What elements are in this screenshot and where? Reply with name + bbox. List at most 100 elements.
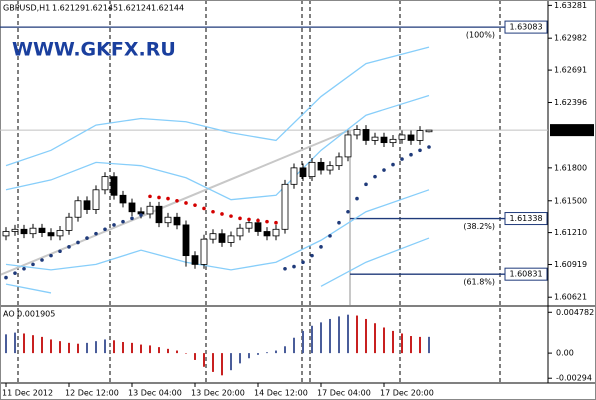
ao-bar	[104, 339, 106, 354]
ao-bar	[59, 341, 61, 354]
candle-body	[38, 227, 46, 233]
ao-bar	[194, 353, 196, 360]
candle-body	[344, 134, 352, 158]
fib-value: 1.60831	[509, 270, 542, 279]
ao-bar	[419, 336, 421, 354]
x-tick-label: 17 Dec 04:00	[317, 389, 371, 398]
ao-bar	[68, 342, 70, 354]
sar-dot	[139, 213, 143, 217]
candle-body	[290, 167, 298, 185]
ao-bar	[248, 353, 250, 359]
ao-bar	[158, 347, 160, 354]
sar-dot	[310, 253, 314, 258]
candle-body	[263, 231, 271, 237]
candle-body	[425, 129, 433, 133]
ao-bar	[167, 348, 169, 354]
sar-dot	[67, 245, 71, 249]
sar-dot	[391, 162, 395, 167]
sar-dot	[148, 194, 152, 199]
candle-body	[173, 216, 181, 226]
ao-bar	[203, 353, 205, 367]
candle-body	[299, 167, 307, 178]
sar-dot	[409, 152, 413, 157]
candle-body	[191, 255, 199, 265]
ao-bar	[356, 315, 358, 354]
fib-value-box	[504, 267, 548, 281]
sar-dot	[382, 168, 386, 172]
x-tick-label: 13 Dec 04:00	[128, 389, 182, 398]
candle-body	[380, 136, 388, 144]
ao-bar	[302, 330, 304, 354]
candle-body	[92, 189, 100, 210]
candle-body	[47, 232, 55, 237]
price-box	[550, 124, 594, 137]
ao-bar	[428, 336, 430, 354]
sar-dot	[31, 262, 35, 267]
candle-body	[101, 176, 109, 191]
separators	[17, 0, 501, 383]
ao-bar	[257, 353, 259, 355]
ao-bar	[401, 333, 403, 354]
candle-body	[398, 134, 406, 140]
fib-value: 1.63083	[509, 23, 542, 32]
ao-bar	[221, 353, 223, 376]
ao-bar	[131, 342, 133, 354]
header-close: 1.62144	[151, 4, 184, 13]
ao-bar	[392, 330, 394, 354]
candle-body	[200, 238, 208, 265]
candle-body	[119, 194, 127, 204]
ao-bar	[185, 353, 187, 354]
x-tick-label: 14 Dec 12:00	[254, 389, 308, 398]
ao-bar	[77, 343, 79, 354]
sar-dot	[103, 227, 107, 232]
ao-bar	[149, 345, 151, 354]
sar-dot	[220, 212, 224, 216]
fib-value: 1.61338	[509, 214, 542, 223]
ao-bar	[239, 353, 241, 364]
ao-bar	[86, 342, 88, 354]
header-low: 1.62124	[118, 4, 151, 13]
candle-body	[308, 161, 316, 178]
ao-bar	[50, 339, 52, 354]
sar-dot	[202, 206, 206, 211]
sar-dot	[184, 201, 188, 205]
fib-label: (38.2%)	[463, 222, 495, 231]
sar-dot	[337, 220, 341, 225]
ao-bar	[230, 353, 232, 371]
sar-dot	[373, 174, 377, 179]
candle-body	[83, 200, 91, 210]
sar-dot	[121, 219, 125, 224]
sar-dot	[292, 264, 296, 269]
ao-bar	[410, 336, 412, 354]
sar-dot	[166, 196, 170, 201]
x-tick-label: 13 Dec 20:00	[191, 389, 245, 398]
fib-value-box	[504, 212, 548, 226]
sar-dot	[265, 219, 269, 224]
candle-body	[362, 129, 370, 141]
candle-body	[65, 216, 73, 231]
candle-body	[128, 202, 136, 213]
candle-body	[110, 176, 118, 196]
candle-body	[74, 200, 82, 218]
ao-bar	[176, 350, 178, 354]
watermark: WWW.GKFX.RU	[12, 39, 176, 61]
sar-dot	[346, 209, 350, 214]
ao-bar	[95, 341, 97, 354]
y-tick-label: 1.62982	[554, 34, 587, 43]
y-tick-label: 1.62396	[554, 98, 587, 107]
y-tick-label: 1.61500	[554, 196, 587, 205]
ao-bar	[23, 333, 25, 354]
y-tick-label: -0.00294	[556, 374, 592, 383]
candle-body	[335, 156, 343, 167]
sar-dot	[283, 266, 287, 271]
candle-body	[209, 233, 217, 240]
sar-dot	[40, 258, 44, 262]
ao-bar	[140, 344, 142, 354]
candle-body	[56, 229, 64, 237]
sar-dot	[427, 145, 431, 149]
y-tick-label: 0.00	[556, 349, 574, 358]
sar-dot	[319, 245, 323, 249]
candle-body	[317, 161, 325, 171]
sar-dot	[49, 253, 53, 258]
candle-body	[353, 129, 361, 136]
